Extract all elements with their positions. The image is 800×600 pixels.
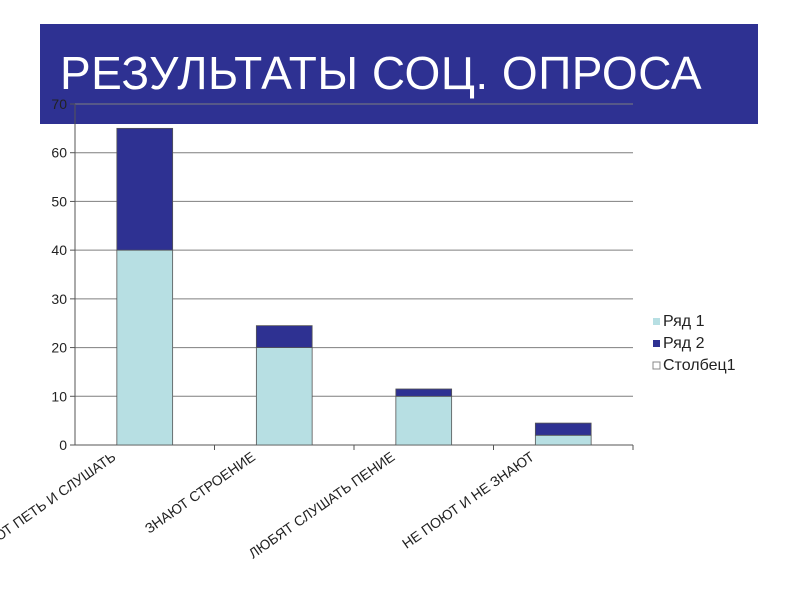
bar-segment-1: [255, 347, 313, 446]
legend-swatch: [653, 340, 660, 347]
bar-segment-2: [116, 127, 174, 251]
legend-label: Ряд 1: [663, 313, 705, 330]
y-tick-label: 40: [51, 242, 67, 258]
y-tick-labels: 0 10 20 30 40 50 60 70: [51, 96, 67, 453]
x-tick-labels: УМЕЮТ ПЕТЬ И СЛУШАТЬ ЗНАЮТ СТРОЕНИЕЛЮБЯТ …: [0, 448, 537, 563]
bar-segment-1: [116, 249, 174, 446]
title-banner: [40, 24, 758, 124]
bar-segment-2: [255, 325, 313, 348]
legend-label: Ряд 2: [663, 335, 705, 352]
legend: Ряд 1 Ряд 2 Столбец1: [652, 313, 736, 374]
x-tick-label: НЕ ПОЮТ И НЕ ЗНАЮТ: [399, 448, 537, 552]
bars: [116, 127, 592, 446]
y-tick-label: 10: [51, 388, 67, 404]
y-tick-label: 30: [51, 291, 67, 307]
legend-label: Столбец1: [663, 357, 736, 374]
y-tick-label: 70: [51, 96, 67, 112]
slide-title: РЕЗУЛЬТАТЫ СОЦ. ОПРОСА: [60, 47, 703, 99]
legend-swatch: [652, 361, 661, 370]
x-tick-label: УМЕЮТ ПЕТЬ И СЛУШАТЬ: [0, 448, 118, 563]
bar-segment-1: [395, 395, 453, 446]
y-tick-label: 50: [51, 193, 67, 209]
bar-segment-1: [534, 434, 592, 446]
y-tick-label: 0: [59, 437, 67, 453]
legend-swatch: [653, 318, 660, 325]
bar-segment-2: [395, 388, 453, 397]
y-tick-label: 20: [51, 340, 67, 356]
y-tick-label: 60: [51, 145, 67, 161]
x-tick-label: ЗНАЮТ СТРОЕНИЕ: [142, 448, 258, 536]
x-tick-label: ЛЮБЯТ СЛУШАТЬ ПЕНИЕ: [246, 448, 398, 561]
bar-segment-2: [534, 422, 592, 436]
